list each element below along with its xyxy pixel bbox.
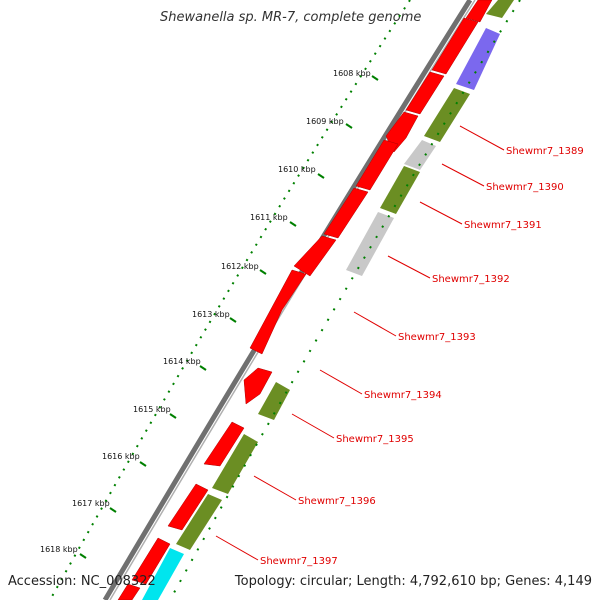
cds-arrow bbox=[203, 421, 245, 467]
gene-label: Shewmr7_1395 bbox=[336, 434, 414, 445]
cds-arrow bbox=[465, 0, 493, 23]
cds-arrow bbox=[323, 187, 369, 239]
kbp-tick-label: 1616 kbp bbox=[102, 452, 140, 461]
kbp-tick-label: 1618 kbp bbox=[40, 545, 78, 554]
kbp-tick-label: 1613 kbp bbox=[192, 310, 230, 319]
reverse-cds-track bbox=[142, 0, 514, 600]
cds-green-block bbox=[380, 166, 420, 214]
cds-arrow bbox=[405, 71, 445, 115]
cds-purple-block bbox=[456, 28, 500, 90]
gene-label: Shewmr7_1391 bbox=[464, 220, 542, 231]
gene-label: Shewmr7_1389 bbox=[506, 146, 584, 157]
kbp-tick-label: 1610 kbp bbox=[278, 165, 316, 174]
gene-label: Shewmr7_1397 bbox=[260, 556, 338, 567]
gene-label: Shewmr7_1396 bbox=[298, 496, 376, 507]
gene-label: Shewmr7_1394 bbox=[364, 390, 442, 401]
cds-arrow bbox=[117, 583, 141, 600]
cds-arrow bbox=[385, 111, 419, 153]
cds-arrow bbox=[243, 367, 273, 405]
cds-arrow bbox=[249, 269, 307, 355]
cds-arrow bbox=[131, 537, 171, 585]
inner-dotted-track bbox=[169, 0, 521, 600]
gene-label: Shewmr7_1390 bbox=[486, 182, 564, 193]
kbp-tick-label: 1609 kbp bbox=[306, 117, 344, 126]
gene-label: Shewmr7_1392 bbox=[432, 274, 510, 285]
scale-dotted-arc bbox=[49, 0, 411, 600]
cds-arrow bbox=[355, 139, 399, 191]
gene-label-connectors bbox=[215, 125, 505, 561]
cds-green-block bbox=[176, 494, 222, 550]
kbp-tick-label: 1615 kbp bbox=[133, 405, 171, 414]
cds-arrow bbox=[167, 483, 209, 531]
cds-green-block bbox=[258, 382, 290, 420]
forward-cds-track bbox=[117, 0, 493, 600]
kbp-tick-label: 1612 kbp bbox=[221, 262, 259, 271]
map-title: Shewanella sp. MR-7, complete genome bbox=[160, 10, 422, 25]
cds-green-block bbox=[212, 434, 258, 494]
cds-green-block bbox=[486, 0, 514, 18]
genome-summary-text: Topology: circular; Length: 4,792,610 bp… bbox=[234, 574, 592, 589]
cds-gray-block bbox=[346, 212, 394, 276]
kbp-tick-label: 1614 kbp bbox=[163, 357, 201, 366]
kbp-tick-label: 1608 kbp bbox=[333, 69, 371, 78]
cds-green-block bbox=[424, 88, 470, 142]
cds-arrow bbox=[431, 17, 479, 75]
kbp-tick-marks bbox=[79, 75, 379, 559]
cds-gray-block bbox=[404, 140, 436, 170]
kbp-tick-label: 1611 kbp bbox=[250, 213, 288, 222]
gene-label: Shewmr7_1393 bbox=[398, 332, 476, 343]
accession-text: Accession: NC_008322 bbox=[8, 574, 156, 589]
kbp-tick-label: 1617 kbp bbox=[72, 499, 110, 508]
cds-cyan-block bbox=[142, 548, 184, 600]
cds-arrow bbox=[293, 235, 337, 277]
